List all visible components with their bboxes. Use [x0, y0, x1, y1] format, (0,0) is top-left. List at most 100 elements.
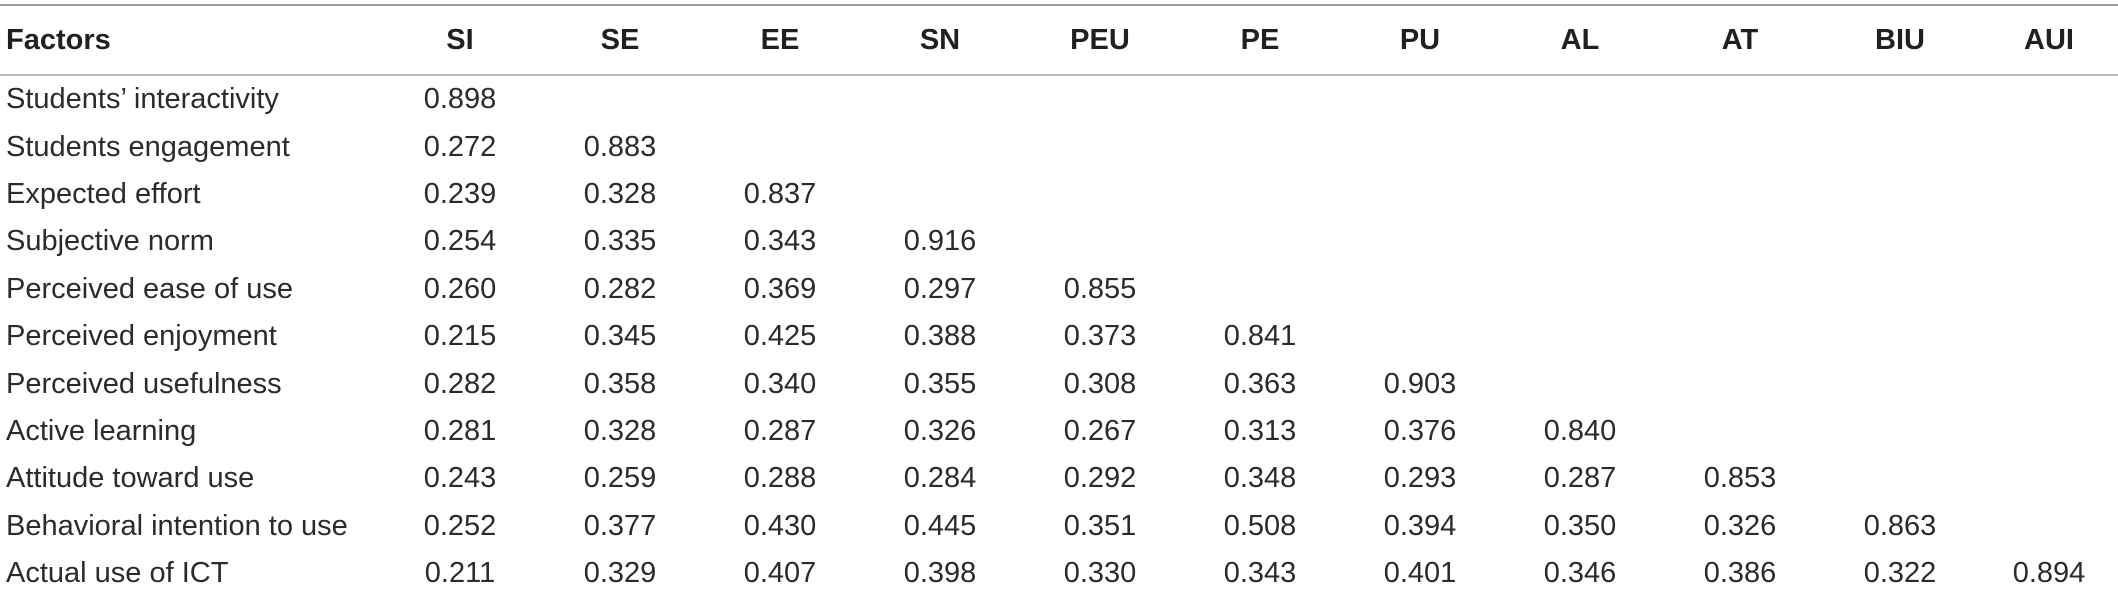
- table-cell: [860, 75, 1020, 123]
- row-label: Perceived usefulness: [6, 367, 282, 400]
- table-cell: [1180, 75, 1340, 123]
- table-cell: [1660, 218, 1820, 265]
- table-cell: [1340, 218, 1500, 265]
- row-label: Behavioral intention to use: [6, 509, 348, 542]
- table-cell: [1020, 171, 1180, 218]
- table-cell: 0.287: [1543, 462, 1617, 495]
- table-cell: [700, 123, 860, 170]
- table-cell: 0.351: [1063, 509, 1137, 542]
- table-cell: 0.508: [1223, 509, 1297, 542]
- table-cell: [1340, 266, 1500, 313]
- table-cell: 0.407: [743, 557, 817, 590]
- table-row: Perceived ease of use 0.260 0.282 0.369 0.29…: [0, 266, 2118, 313]
- table-cell: [1820, 218, 1980, 265]
- header-row: Factors SI SE EE SN PEU PE PU AL AT BIU AUI: [0, 6, 2118, 76]
- table-cell: 0.239: [423, 177, 497, 210]
- table-cell: [1980, 75, 2118, 123]
- table-cell: 0.292: [1063, 462, 1137, 495]
- table-cell: [1980, 266, 2118, 313]
- table-cell: 0.281: [423, 414, 497, 447]
- table-cell: [1180, 218, 1340, 265]
- column-header-peu: PEU: [1020, 6, 1180, 76]
- table-cell: 0.243: [423, 462, 497, 495]
- column-header-at: AT: [1660, 6, 1820, 76]
- table-cell: [1820, 123, 1980, 170]
- table-cell: 0.394: [1383, 509, 1457, 542]
- table-cell: [1820, 171, 1980, 218]
- table-cell: [1180, 171, 1340, 218]
- table-cell: 0.837: [743, 177, 817, 210]
- table-cell: 0.343: [1223, 557, 1297, 590]
- table-cell: 0.215: [423, 320, 497, 353]
- table-cell: 0.326: [1703, 509, 1777, 542]
- table-cell: [1820, 408, 1980, 455]
- row-label: Perceived ease of use: [6, 272, 293, 305]
- table-cell: 0.308: [1063, 367, 1137, 400]
- table-row: Students engagement 0.272 0.883: [0, 123, 2118, 170]
- table-cell: 0.282: [583, 272, 657, 305]
- column-header-factors: Factors: [0, 6, 380, 76]
- table-cell: 0.343: [743, 225, 817, 258]
- table-cell: 0.388: [903, 320, 977, 353]
- table-cell: 0.287: [743, 414, 817, 447]
- column-header-pu: PU: [1340, 6, 1500, 76]
- table-cell: 0.355: [903, 367, 977, 400]
- table-cell: [1500, 360, 1660, 407]
- table-cell: [1660, 171, 1820, 218]
- table-cell: [1980, 503, 2118, 550]
- column-header-al: AL: [1500, 6, 1660, 76]
- table-cell: 0.425: [743, 320, 817, 353]
- table-cell: [1980, 408, 2118, 455]
- table-cell: 0.259: [583, 462, 657, 495]
- table-row: Actual use of ICT 0.211 0.329 0.407 0.398 0.3…: [0, 550, 2118, 597]
- table-cell: [1980, 455, 2118, 502]
- table-row: Attitude toward use 0.243 0.259 0.288 0.284 0…: [0, 455, 2118, 502]
- table-cell: 0.358: [583, 367, 657, 400]
- row-label: Perceived enjoyment: [6, 320, 277, 353]
- table-body: Students’ interactivity 0.898 Students eng…: [0, 75, 2118, 597]
- table-cell: [1980, 123, 2118, 170]
- table-cell: [1340, 123, 1500, 170]
- table-cell: [1340, 75, 1500, 123]
- row-label: Expected effort: [6, 177, 201, 210]
- table-cell: [1980, 360, 2118, 407]
- table-cell: 0.916: [903, 225, 977, 258]
- table-cell: [1980, 218, 2118, 265]
- table-cell: 0.272: [423, 130, 497, 163]
- table-cell: [540, 75, 700, 123]
- table-cell: [1820, 313, 1980, 360]
- table-cell: 0.430: [743, 509, 817, 542]
- table-cell: 0.363: [1223, 367, 1297, 400]
- table-cell: 0.898: [423, 83, 497, 116]
- table-cell: 0.883: [583, 130, 657, 163]
- table-cell: [860, 123, 1020, 170]
- column-header-sn: SN: [860, 6, 1020, 76]
- row-label: Students’ interactivity: [6, 83, 279, 116]
- table-cell: 0.445: [903, 509, 977, 542]
- table-cell: 0.282: [423, 367, 497, 400]
- table-cell: 0.377: [583, 509, 657, 542]
- table-cell: [1500, 313, 1660, 360]
- table-cell: 0.330: [1063, 557, 1137, 590]
- table-cell: [1820, 360, 1980, 407]
- table-header: Factors SI SE EE SN PEU PE PU AL AT BIU AUI: [0, 6, 2118, 76]
- correlation-matrix-table: Factors SI SE EE SN PEU PE PU AL AT BIU AUI Student…: [0, 6, 2118, 597]
- table-cell: [1500, 123, 1660, 170]
- table-cell: 0.322: [1863, 557, 1937, 590]
- column-header-pe: PE: [1180, 6, 1340, 76]
- table-cell: [1980, 313, 2118, 360]
- table-cell: 0.211: [424, 557, 496, 590]
- table-cell: [1500, 218, 1660, 265]
- table-cell: [1500, 75, 1660, 123]
- table-cell: 0.252: [423, 509, 497, 542]
- column-header-ee: EE: [700, 6, 860, 76]
- table-cell: 0.863: [1863, 509, 1937, 542]
- column-header-biu: BIU: [1820, 6, 1980, 76]
- table-cell: [1020, 75, 1180, 123]
- table-cell: 0.401: [1383, 557, 1457, 590]
- table-row: Perceived enjoyment 0.215 0.345 0.425 0.388 0…: [0, 313, 2118, 360]
- row-label: Students engagement: [6, 130, 290, 163]
- table-row: Students’ interactivity 0.898: [0, 75, 2118, 123]
- table-cell: [1340, 313, 1500, 360]
- table-cell: [860, 171, 1020, 218]
